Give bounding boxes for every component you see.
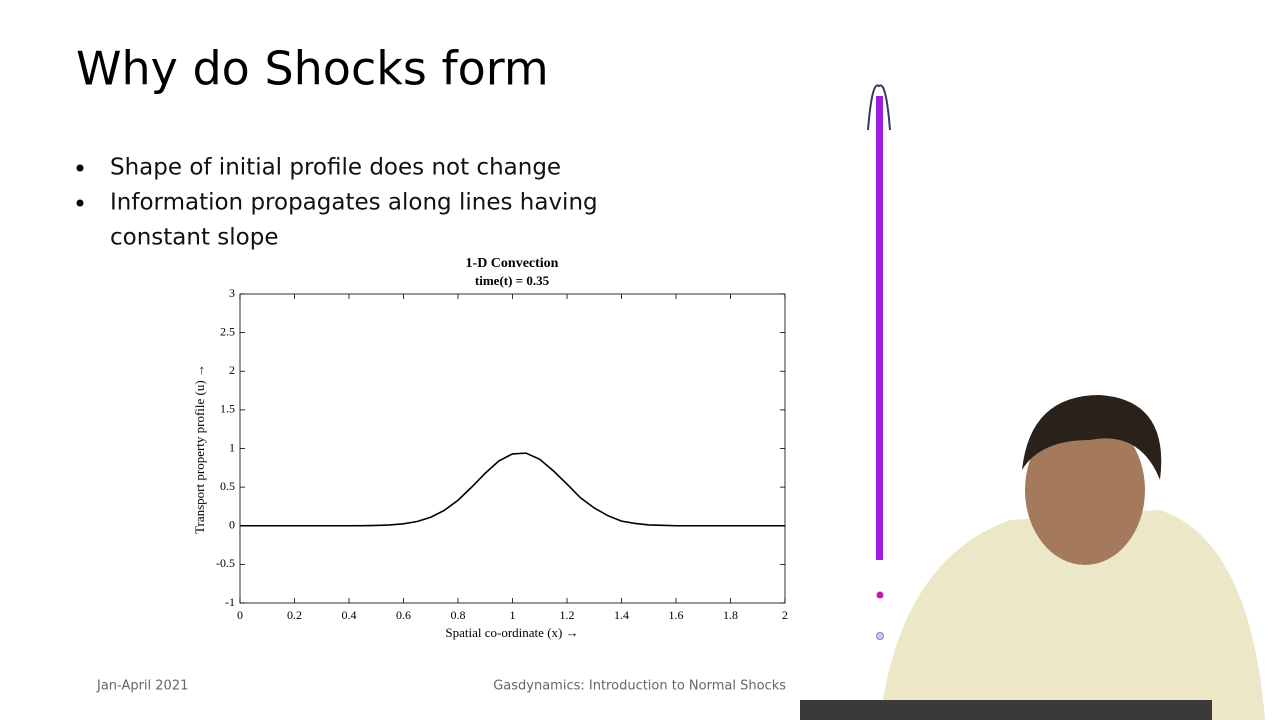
bullet-dot: [76, 164, 84, 172]
x-tick-label: 2: [782, 608, 788, 622]
desk-device: [800, 700, 1212, 720]
x-tick-label: 0.6: [396, 608, 411, 622]
footer-left: Jan-April 2021: [96, 679, 188, 694]
data-line: [240, 452, 785, 527]
x-tick-label: 1.2: [560, 608, 575, 622]
bullet-text: Information propagates along lines havin…: [110, 190, 598, 216]
y-tick-label: -0.5: [216, 556, 235, 570]
y-tick-label: -1: [225, 595, 235, 609]
y-tick-label: 0: [229, 518, 235, 532]
presenter-head: [1025, 415, 1145, 565]
presenter-hair: [1022, 395, 1162, 480]
pointer-dot: [876, 632, 884, 640]
presenter-body: [880, 510, 1265, 720]
footer-right: Gasdynamics: Introduction to Normal Shoc…: [493, 679, 786, 694]
slide-title: Why do Shocks form: [76, 42, 549, 96]
pointer-cap: [867, 84, 891, 131]
y-tick-label: 0.5: [220, 479, 235, 493]
y-tick-label: 2.5: [220, 324, 235, 338]
chart-subtitle: time(t) = 0.35: [475, 273, 550, 288]
x-tick-label: 0: [237, 608, 243, 622]
bullet-text: constant slope: [110, 225, 279, 251]
x-axis-label: Spatial co-ordinate (x) →: [445, 625, 578, 640]
y-axis-label: Transport property profile (u) →: [192, 364, 207, 534]
pointer-bar: [876, 96, 883, 560]
chart-layer: 0 0.2 0.4 0.6 0.8 1 1.2 1.4 1.6 1.8 2 -1 -0.5 0 0.5 1 1.…: [216, 286, 788, 622]
x-tick-label: 0.4: [342, 608, 357, 622]
y-tick-label: 1: [229, 440, 235, 454]
y-tick-label: 2: [229, 363, 235, 377]
bullet-dot: [76, 199, 84, 207]
bullet-text: Shape of initial profile does not change: [110, 155, 561, 181]
y-tick-label: 3: [229, 286, 235, 300]
x-tick-label: 0.2: [287, 608, 302, 622]
x-tick-label: 1.4: [614, 608, 629, 622]
chart-title: 1-D Convection: [466, 256, 559, 271]
x-tick-label: 1: [510, 608, 516, 622]
y-tick-label: 1.5: [220, 402, 235, 416]
x-tick-label: 1.8: [723, 608, 738, 622]
x-tick-label: 1.6: [669, 608, 684, 622]
x-tick-label: 0.8: [451, 608, 466, 622]
pointer-dot: [876, 591, 884, 599]
